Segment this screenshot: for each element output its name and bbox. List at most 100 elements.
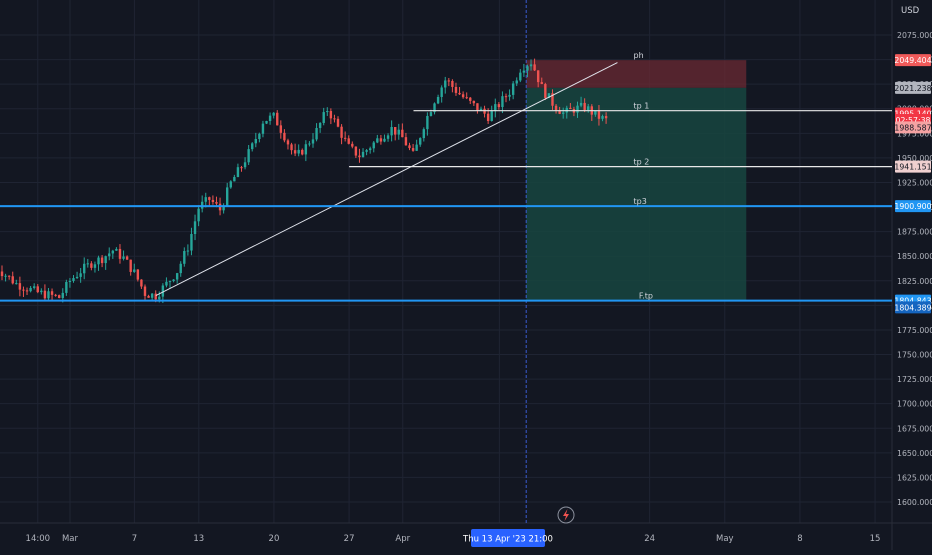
candle-body <box>511 83 515 95</box>
time-tick-label: 27 <box>344 534 355 544</box>
candle-body <box>108 253 111 257</box>
candle-body <box>172 279 175 282</box>
price-badge-label: 2049.404 <box>894 56 931 65</box>
candle-body <box>297 149 300 154</box>
candle-body <box>111 250 115 254</box>
candle-body <box>554 105 558 111</box>
zone-label: ph <box>634 51 644 60</box>
candle-body <box>386 135 390 139</box>
candle-body <box>15 283 18 285</box>
price-tick-label: 1825.000 <box>897 277 932 286</box>
candle-body <box>401 129 404 138</box>
price-badge <box>895 81 931 94</box>
candle-body <box>229 181 232 188</box>
price-badge <box>895 160 931 173</box>
candle-body <box>61 292 64 298</box>
candle-body <box>469 97 472 101</box>
candle-body <box>547 93 551 98</box>
candle-body <box>497 104 501 108</box>
candle-body <box>408 145 411 149</box>
candle-body <box>104 256 107 264</box>
lightning-icon[interactable] <box>557 506 575 524</box>
price-tick-label: 1675.000 <box>897 424 932 433</box>
candle-body <box>465 97 468 99</box>
candle-body <box>258 133 261 140</box>
candle-body <box>161 285 165 297</box>
candle-body <box>576 105 579 113</box>
time-tick-label: Apr <box>395 534 410 544</box>
candle-body <box>240 167 243 169</box>
price-badge-label: 1804.843 <box>894 297 931 306</box>
candle-body <box>193 221 197 235</box>
price-badge-label: 2021.238 <box>894 84 931 93</box>
candle-body <box>490 110 493 121</box>
candle-body <box>315 127 318 140</box>
candle-body <box>265 120 268 124</box>
candle-body <box>376 138 379 143</box>
candle-body <box>90 263 93 268</box>
candle-body <box>0 271 4 277</box>
time-axis[interactable]: 14:00Mar7132027Apr1024May81522 <box>26 534 932 544</box>
candle-body <box>311 139 315 144</box>
candle-body <box>293 150 297 154</box>
candle-body <box>286 140 290 145</box>
crosshair-date-badge: Thu 13 Apr '23 21:00 <box>462 529 553 547</box>
candle-body <box>301 149 304 155</box>
candle-body <box>354 146 358 156</box>
price-badge-label: 02:57:38 <box>895 116 930 125</box>
candle-body <box>368 148 372 151</box>
time-tick-label: 13 <box>193 534 204 544</box>
candle-body <box>390 127 393 136</box>
candle-body <box>558 110 561 114</box>
candle-body <box>397 129 400 135</box>
candle-body <box>65 281 68 293</box>
time-tick-label: May <box>716 534 734 544</box>
candle-body <box>186 250 190 252</box>
candle-body <box>29 287 32 292</box>
currency-label: USD <box>901 6 920 16</box>
candle-body <box>372 142 375 149</box>
candle-body <box>147 295 150 298</box>
candle-body <box>58 295 61 298</box>
time-tick-label: 8 <box>797 534 802 544</box>
time-tick-label: 24 <box>644 534 655 544</box>
price-tick-label: 1650.000 <box>897 449 932 458</box>
price-tick-label: 1950.000 <box>897 154 932 163</box>
time-tick-label: 15 <box>870 534 881 544</box>
candle-body <box>394 127 397 135</box>
candle-body <box>551 93 554 106</box>
candle-body <box>433 103 436 113</box>
candle-body <box>476 103 479 111</box>
candle-body <box>168 281 172 283</box>
candle-body <box>579 102 583 106</box>
candle-body <box>347 138 350 144</box>
candle-body <box>419 138 422 145</box>
candle-body <box>175 273 179 280</box>
candle-body <box>429 112 433 116</box>
price-axis[interactable]: 1600.000 1625.000 1650.000 1675.000 1700.000… <box>894 31 932 507</box>
candle-body <box>279 125 283 133</box>
candle-body <box>479 108 483 111</box>
price-tick-label: 1875.000 <box>897 228 932 237</box>
price-badge-label: 1941.151 <box>894 163 931 172</box>
candle-body <box>50 291 54 295</box>
candle-body <box>494 104 497 111</box>
price-badge <box>895 121 931 134</box>
zone-label: F.tp <box>639 292 653 301</box>
candle-body <box>122 256 125 259</box>
candle-body <box>415 144 418 151</box>
candle-body <box>247 149 250 163</box>
price-badge-label: 1804.389 <box>894 303 931 312</box>
candle-body <box>154 293 157 300</box>
candle-body <box>504 96 508 98</box>
candle-body <box>440 87 443 97</box>
candle-body <box>4 275 7 277</box>
candle-body <box>336 118 340 127</box>
price-tick-label: 1775.000 <box>897 326 932 335</box>
candle-body <box>594 110 597 115</box>
price-badge-label: 1900.900 <box>894 202 931 211</box>
price-tick-label: 1925.000 <box>897 178 932 187</box>
